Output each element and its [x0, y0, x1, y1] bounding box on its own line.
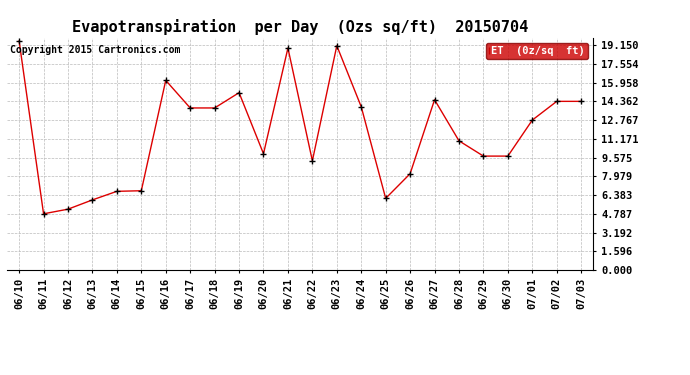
- Legend: ET  (0z/sq  ft): ET (0z/sq ft): [486, 43, 588, 59]
- Title: Evapotranspiration  per Day  (Ozs sq/ft)  20150704: Evapotranspiration per Day (Ozs sq/ft) 2…: [72, 19, 529, 35]
- Text: Copyright 2015 Cartronics.com: Copyright 2015 Cartronics.com: [10, 45, 180, 54]
